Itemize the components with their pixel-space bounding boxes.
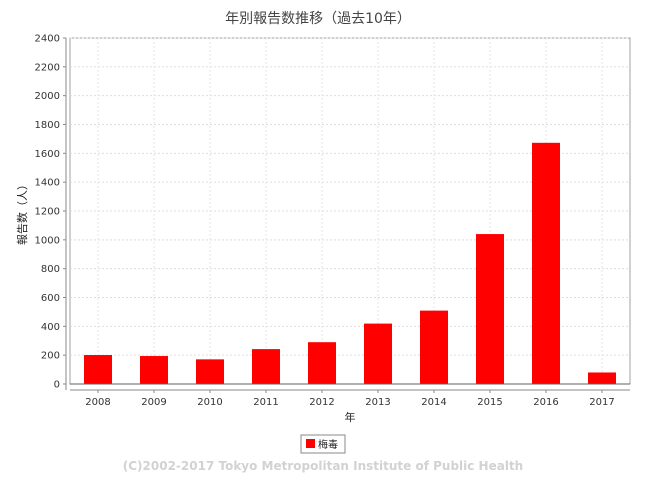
bar-2010 [196,359,224,384]
legend-swatch [306,439,315,448]
bar-2014 [420,310,448,384]
y-tick-label: 1200 [35,207,60,218]
bar-2008 [84,355,112,384]
x-tick-label: 2016 [533,397,558,408]
chart-title: 年別報告数推移（過去10年） [225,11,411,27]
y-tick-label: 1800 [35,120,60,131]
plot-area [69,37,631,385]
y-tick-label: 2000 [35,91,60,102]
y-ticks: 0 200 400 600 800 1000 1200 1400 1600 1800 2000 220… [35,34,66,391]
x-tick-label: 2013 [365,397,390,408]
x-tick-label: 2012 [309,397,334,408]
bars [84,142,616,384]
y-tick-label: 600 [41,293,60,304]
y-axis-label: 報告数（人） [16,179,29,245]
y-axis: 0 200 400 600 800 1000 1200 1400 1600 1800 2000 220… [35,34,67,391]
legend: 梅毒 [300,434,346,454]
y-tick-label: 800 [41,264,60,275]
y-tick-label: 1400 [35,178,60,189]
bar-2011 [252,349,280,384]
bar-2015 [476,234,504,384]
x-axis: 2008 2009 2010 2011 2012 2013 2014 2015 2016 2017 [70,389,630,408]
y-tick-label: 400 [41,322,60,333]
copyright-notice: (C)2002-2017 Tokyo Metropolitan Institut… [123,459,523,473]
y-tick-label: 2400 [35,34,60,45]
legend-label: 梅毒 [318,438,338,451]
y-tick-label: 1600 [35,149,60,160]
bar-2013 [364,323,392,384]
x-tick-label: 2017 [589,397,614,408]
bar-2017 [588,372,616,384]
grid-lines [70,37,630,384]
x-axis-label: 年 [345,410,356,424]
x-tick-label: 2015 [477,397,502,408]
y-tick-label: 200 [41,351,60,362]
x-tick-label: 2014 [421,397,446,408]
bar-2016 [532,142,560,384]
bar-2009 [140,356,168,384]
x-tick-label: 2010 [197,397,222,408]
x-ticks: 2008 2009 2010 2011 2012 2013 2014 2015 2016 2017 [85,390,615,408]
y-tick-label: 0 [54,380,60,391]
bar-2012 [308,342,336,384]
y-tick-label: 1000 [35,235,60,246]
x-tick-label: 2009 [141,397,166,408]
y-tick-label: 2200 [35,62,60,73]
x-tick-label: 2011 [253,397,278,408]
x-tick-label: 2008 [85,397,110,408]
